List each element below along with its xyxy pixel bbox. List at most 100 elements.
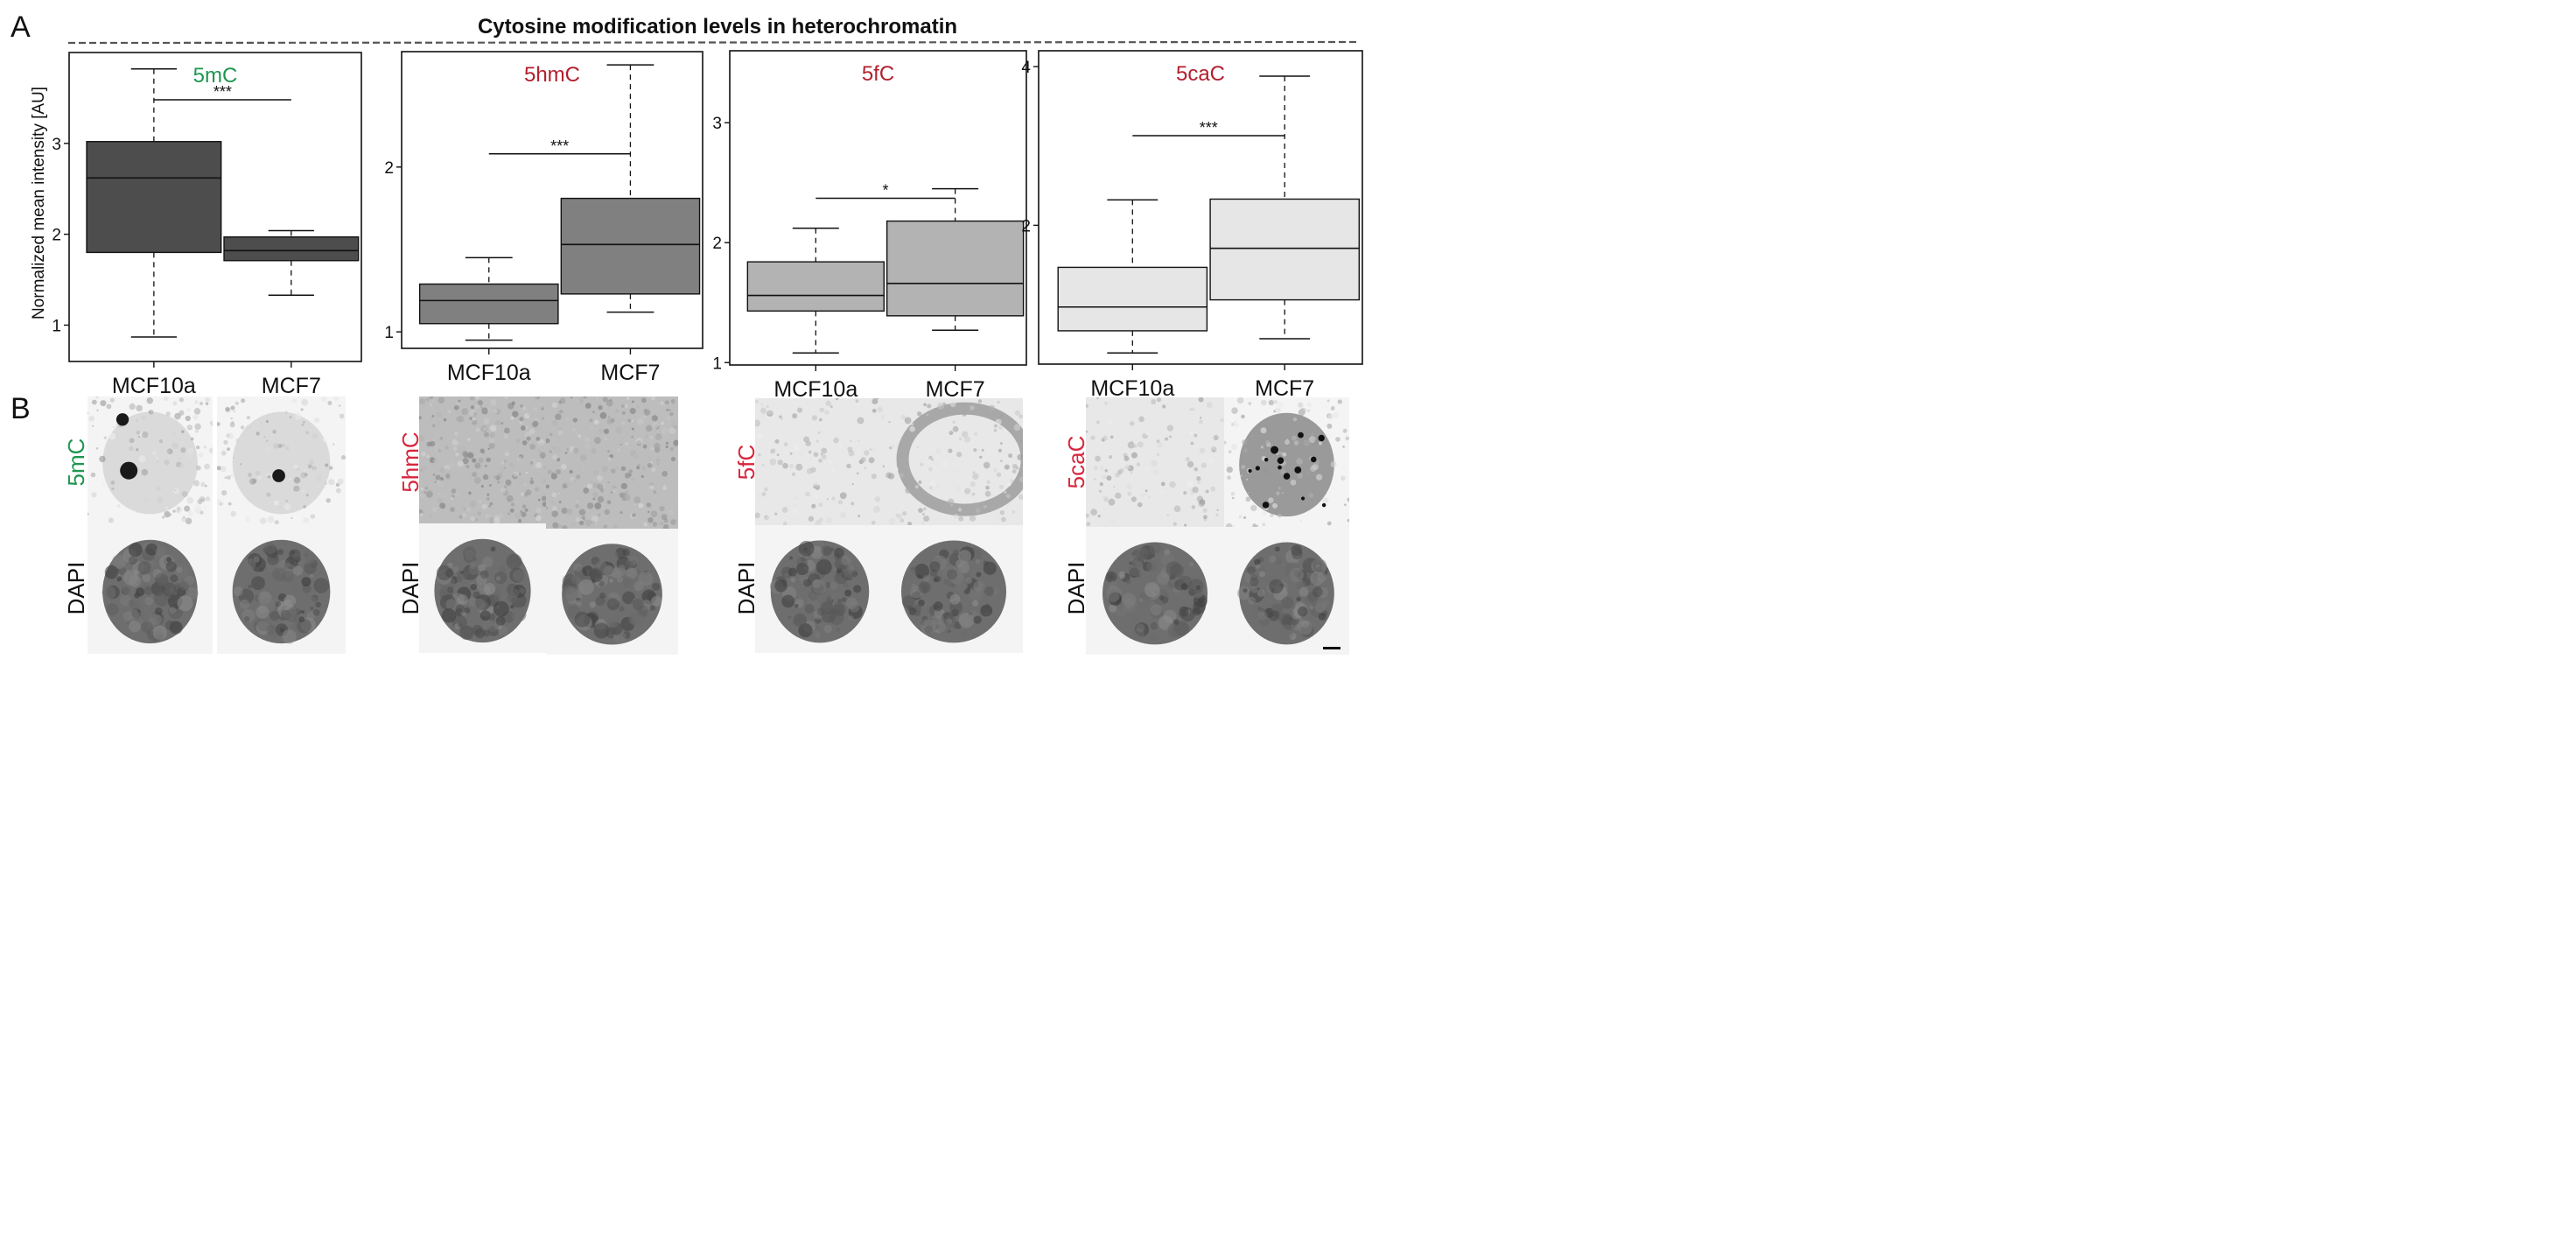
signal-speck xyxy=(1187,501,1191,503)
signal-speck xyxy=(566,448,569,451)
panel-a-letter: A xyxy=(10,11,31,44)
signal-speck xyxy=(878,407,881,410)
signal-speck xyxy=(175,506,183,514)
chromatin-spot xyxy=(177,595,193,612)
signal-speck xyxy=(652,421,660,429)
signal-speck xyxy=(571,427,576,432)
signal-speck xyxy=(174,412,181,420)
nuclear-rim xyxy=(896,402,1023,516)
signal-speck xyxy=(475,518,479,522)
signal-speck xyxy=(245,425,252,432)
signal-speck xyxy=(640,474,644,479)
chromatin-spot xyxy=(470,583,477,591)
signal-speck xyxy=(604,438,607,440)
signal-speck xyxy=(430,514,434,518)
signal-speck xyxy=(511,401,515,405)
chromatin-spot xyxy=(457,593,468,606)
chromatin-spot xyxy=(1188,579,1204,594)
signal-speck xyxy=(612,524,619,529)
signal-speck xyxy=(1278,487,1281,490)
signal-speck xyxy=(486,497,490,501)
focus-spot xyxy=(1262,502,1270,509)
chromatin-spot xyxy=(145,543,158,556)
signal-speck xyxy=(337,478,344,485)
signal-speck xyxy=(536,437,541,441)
chromatin-spot xyxy=(795,562,809,576)
signal-speck xyxy=(309,439,312,441)
signal-speck xyxy=(1271,502,1278,509)
chromatin-spot xyxy=(309,573,314,579)
signal-speck xyxy=(307,464,312,469)
signal-speck xyxy=(972,473,979,480)
signal-speck xyxy=(1250,433,1254,438)
signal-speck xyxy=(1086,513,1089,518)
signal-speck xyxy=(514,512,522,519)
signal-speck xyxy=(291,398,298,403)
chromatin-spot xyxy=(1173,619,1180,625)
signal-speck xyxy=(444,468,451,474)
signal-speck xyxy=(1330,461,1337,467)
signal-speck xyxy=(187,447,194,454)
chromatin-spot xyxy=(801,584,806,590)
signal-speck xyxy=(425,397,430,402)
micrograph-image xyxy=(885,398,1023,525)
signal-speck xyxy=(643,523,648,527)
chromatin-spot xyxy=(834,547,844,558)
signal-speck xyxy=(503,467,507,470)
signal-speck xyxy=(1086,403,1089,408)
signal-speck xyxy=(632,512,636,517)
signal-speck xyxy=(592,482,598,488)
signal-speck xyxy=(285,499,289,503)
signal-speck xyxy=(484,432,490,438)
signal-speck xyxy=(273,443,279,449)
focus-spot xyxy=(1311,456,1317,463)
signal-speck xyxy=(607,510,610,513)
chromatin-spot xyxy=(1269,610,1279,621)
signal-speck xyxy=(1262,510,1267,516)
signal-speck xyxy=(541,417,545,420)
signal-speck xyxy=(672,422,675,425)
chromatin-spot xyxy=(239,599,250,609)
signal-speck xyxy=(1250,504,1257,512)
chromatin-spot xyxy=(277,549,284,556)
box-MCF10a xyxy=(1057,266,1208,332)
chromatin-spot xyxy=(952,576,969,593)
signal-speck xyxy=(1347,497,1349,502)
signal-speck xyxy=(509,508,514,513)
signal-speck xyxy=(617,510,621,515)
chromatin-spot xyxy=(589,567,602,579)
signal-speck xyxy=(1013,424,1021,432)
signal-speck xyxy=(323,486,326,488)
signal-speck xyxy=(1347,519,1349,523)
signal-speck xyxy=(1200,462,1207,468)
signal-speck xyxy=(556,458,561,462)
signal-speck xyxy=(195,445,200,450)
signal-speck xyxy=(164,506,169,509)
signal-speck xyxy=(180,447,186,453)
signal-speck xyxy=(635,437,643,445)
signal-speck xyxy=(579,462,585,468)
signal-speck xyxy=(1097,514,1101,518)
signal-speck xyxy=(1138,416,1144,423)
signal-speck xyxy=(1108,498,1116,506)
signal-speck xyxy=(537,449,541,453)
chromatin-spot xyxy=(947,569,958,580)
chromatin-spot xyxy=(907,569,917,578)
chromatin-spot xyxy=(468,564,480,575)
signal-speck xyxy=(872,506,880,514)
chromatin-spot xyxy=(1121,593,1137,607)
signal-speck xyxy=(1159,488,1165,494)
signal-speck xyxy=(423,427,427,432)
signal-speck xyxy=(111,487,115,491)
signal-speck xyxy=(1210,486,1216,492)
chromatin-spot xyxy=(267,553,279,565)
signal-speck xyxy=(1200,417,1202,419)
signal-speck xyxy=(570,396,573,399)
signal-speck xyxy=(521,511,527,517)
signal-speck xyxy=(1148,495,1151,498)
signal-speck xyxy=(303,469,306,472)
signal-speck xyxy=(615,466,620,470)
signal-speck xyxy=(495,467,499,470)
chromatin-spot xyxy=(572,602,578,607)
signal-speck xyxy=(423,504,428,509)
